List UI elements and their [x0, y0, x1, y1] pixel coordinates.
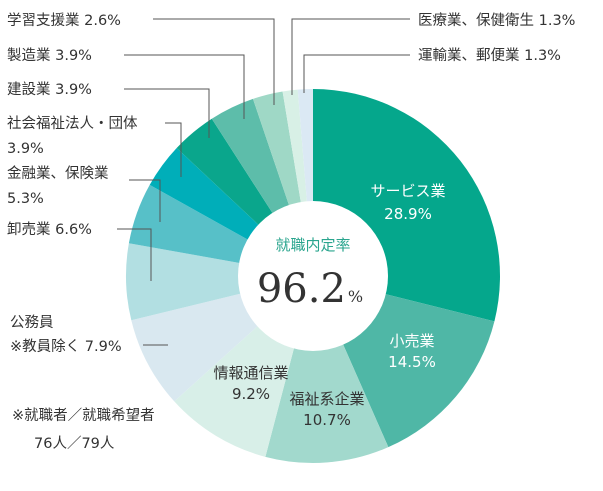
center-value: 96.2: [257, 266, 346, 312]
slice-label-public-line-1: 公務員: [10, 314, 54, 331]
slice-label-finance-line-1: 金融業、保険業: [7, 165, 109, 182]
leader-line-learning: [153, 18, 275, 105]
slice-label-social-line-2: 3.9%: [7, 141, 44, 157]
center-value-group: 96.2%: [257, 266, 363, 312]
slice-value-infocom: 9.2%: [232, 385, 270, 403]
leader-line-social: [165, 122, 182, 177]
leader-line-mfg: [124, 54, 245, 119]
slice-label-service: サービス業: [370, 182, 445, 200]
slice-label-infocom: 情報通信業: [213, 364, 288, 382]
slice-label-wholesale: 卸売業 6.6%: [7, 221, 92, 238]
slice-value-retail: 14.5%: [388, 353, 436, 371]
slice-label-medical: 医療業、保健衛生 1.3%: [418, 12, 575, 29]
slice-welfare: [265, 276, 389, 463]
leader-line-finance: [129, 179, 161, 222]
leader-line-medical: [291, 18, 410, 95]
leader-line-transport: [303, 54, 410, 93]
slice-wholesale: [125, 243, 314, 321]
slice-label-mfg: 製造業 3.9%: [7, 47, 92, 64]
slice-value-service: 28.9%: [384, 205, 432, 223]
slice-label-public-line-2: ※教員除く 7.9%: [10, 338, 122, 355]
leader-line-construct: [124, 88, 210, 138]
slice-label-finance-line-2: 5.3%: [7, 191, 44, 207]
slice-label-construct: 建設業 3.9%: [7, 81, 92, 98]
leader-line-wholesale: [117, 228, 152, 281]
slice-label-learning: 学習支援業 2.6%: [7, 12, 121, 29]
note-line-2: 76人／79人: [34, 435, 114, 452]
slice-label-transport: 運輸業、郵便業 1.3%: [418, 47, 561, 64]
slice-value-welfare: 10.7%: [303, 411, 351, 429]
slice-label-retail: 小売業: [389, 332, 434, 350]
note-line-1: ※就職者／就職希望者: [12, 407, 155, 424]
center-title: 就職内定率: [275, 236, 350, 254]
center-hole: [238, 201, 388, 351]
slice-label-welfare: 福祉系企業: [289, 390, 364, 408]
center-unit: %: [348, 287, 363, 306]
slice-label-social-line-1: 社会福祉法人・団体: [7, 115, 138, 132]
